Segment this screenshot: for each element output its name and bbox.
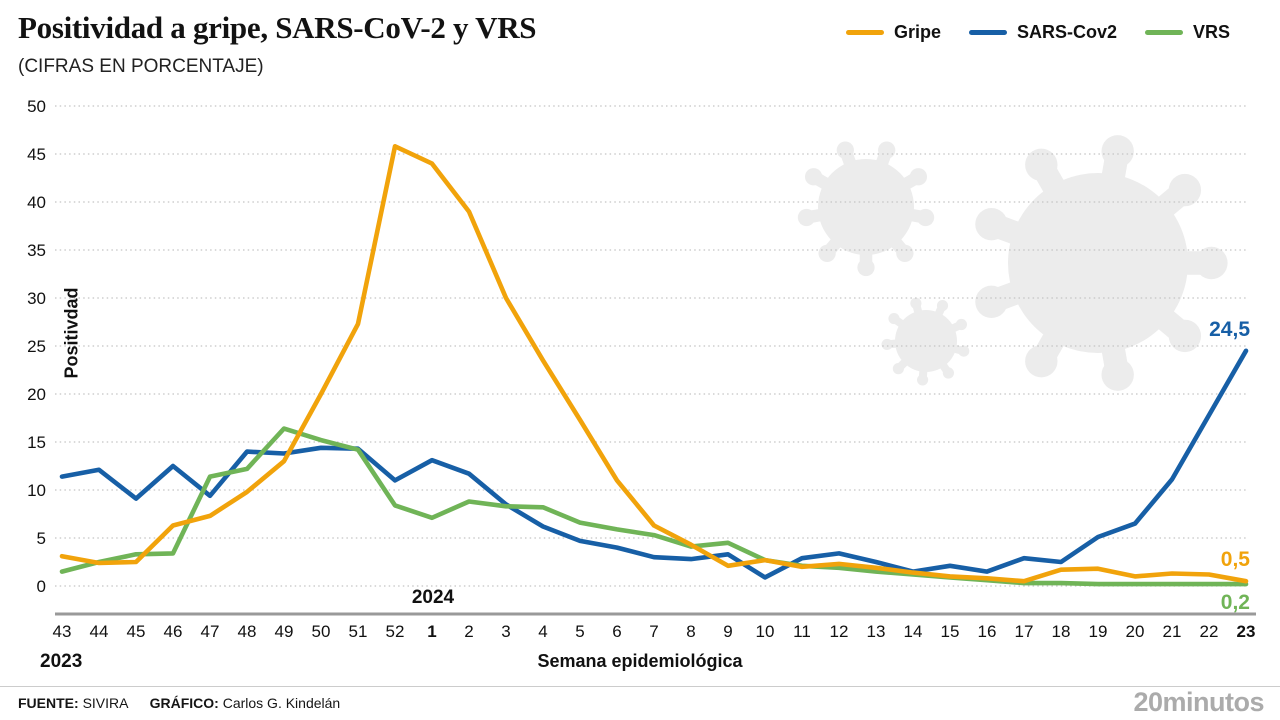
- footer-divider: [0, 686, 1280, 687]
- year-label-2024: 2024: [411, 587, 455, 608]
- legend-item-sars-cov2: SARS-Cov2: [968, 22, 1117, 43]
- x-tick-label: 47: [201, 622, 220, 641]
- x-tick-label: 2: [464, 622, 473, 641]
- x-tick-label: 1: [427, 622, 436, 641]
- page-title: Positividad a gripe, SARS-CoV-2 y VRS: [18, 10, 537, 45]
- x-tick-label: 23: [1237, 622, 1256, 641]
- legend-item-gripe: Gripe: [845, 22, 941, 43]
- x-tick-label: 3: [501, 622, 510, 641]
- legend-swatch-sars-cov2-icon: [968, 30, 1007, 35]
- legend-label-sars-cov2: SARS-Cov2: [1016, 22, 1117, 42]
- legend-label-gripe: Gripe: [893, 22, 941, 42]
- x-tick-label: 50: [312, 622, 331, 641]
- y-tick-label: 50: [27, 97, 46, 116]
- brand-logo: 20minutos: [1133, 687, 1264, 717]
- x-tick-label: 5: [575, 622, 584, 641]
- credit-value: Carlos G. Kindelán: [222, 695, 341, 711]
- legend-item-vrs: VRS: [1144, 22, 1230, 43]
- source-value: SIVIRA: [82, 695, 128, 711]
- series-line-gripe: [59, 144, 1249, 584]
- x-tick-label: 13: [867, 622, 886, 641]
- x-tick-label: 12: [830, 622, 849, 641]
- y-tick-label: 40: [27, 193, 46, 212]
- x-tick-label: 11: [793, 622, 811, 641]
- credit-label: GRÁFICO:: [149, 695, 219, 711]
- x-tick-label: 6: [612, 622, 621, 641]
- x-tick-label: 45: [127, 622, 146, 641]
- x-tick-label: 21: [1163, 622, 1182, 641]
- source-label: FUENTE:: [18, 695, 79, 711]
- x-tick-label: 22: [1200, 622, 1219, 641]
- end-value-label-sars-cov2: 24,5: [1209, 318, 1250, 341]
- x-tick-label: 20: [1126, 622, 1145, 641]
- x-tick-label: 44: [90, 622, 109, 641]
- x-tick-label: 4: [538, 622, 547, 641]
- end-value-label-vrs: 0,2: [1221, 591, 1250, 614]
- x-tick-label: 48: [238, 622, 257, 641]
- x-tick-label: 49: [275, 622, 294, 641]
- x-tick-label: 7: [649, 622, 658, 641]
- y-tick-label: 10: [27, 481, 46, 500]
- y-tick-label: 30: [27, 289, 46, 308]
- y-tick-label: 15: [27, 433, 46, 452]
- x-tick-label: 19: [1089, 622, 1108, 641]
- virus-watermark-icon: [881, 297, 970, 386]
- x-tick-label: 46: [164, 622, 183, 641]
- series-line-vrs: [59, 426, 1249, 587]
- x-tick-label: 10: [756, 622, 775, 641]
- virus-watermark-icon: [975, 135, 1228, 391]
- y-tick-label: 20: [27, 385, 46, 404]
- y-tick-label: 0: [37, 577, 46, 596]
- y-tick-label: 5: [37, 529, 46, 548]
- y-tick-label: 25: [27, 337, 46, 356]
- virus-watermark-icon: [797, 141, 935, 277]
- series-line-sars-cov2: [59, 348, 1249, 580]
- end-value-label-gripe: 0,5: [1221, 548, 1251, 571]
- year-label-2023: 2023: [40, 651, 83, 672]
- x-tick-label: 52: [386, 622, 405, 641]
- y-tick-label: 35: [27, 241, 46, 260]
- chart-subtitle: (CIFRAS EN PORCENTAJE): [18, 56, 264, 77]
- x-tick-label: 43: [53, 622, 72, 641]
- x-axis-title: Semana epidemiológica: [537, 651, 743, 671]
- x-tick-label: 17: [1015, 622, 1034, 641]
- footer-credits: FUENTE: SIVIRA GRÁFICO: Carlos G. Kindel…: [18, 695, 340, 711]
- legend-swatch-gripe-icon: [845, 30, 884, 35]
- x-tick-label: 15: [941, 622, 960, 641]
- legend: Gripe SARS-Cov2 VRS: [845, 22, 1230, 43]
- x-tick-label: 14: [904, 622, 923, 641]
- x-tick-label: 8: [686, 622, 695, 641]
- legend-swatch-vrs-icon: [1144, 30, 1183, 35]
- x-tick-label: 9: [723, 622, 732, 641]
- x-tick-label: 16: [978, 622, 997, 641]
- y-axis-title: Positivdad: [61, 287, 82, 379]
- x-tick-label: 18: [1052, 622, 1071, 641]
- legend-label-vrs: VRS: [1192, 22, 1230, 42]
- y-tick-label: 45: [27, 145, 46, 164]
- x-tick-label: 51: [349, 622, 368, 641]
